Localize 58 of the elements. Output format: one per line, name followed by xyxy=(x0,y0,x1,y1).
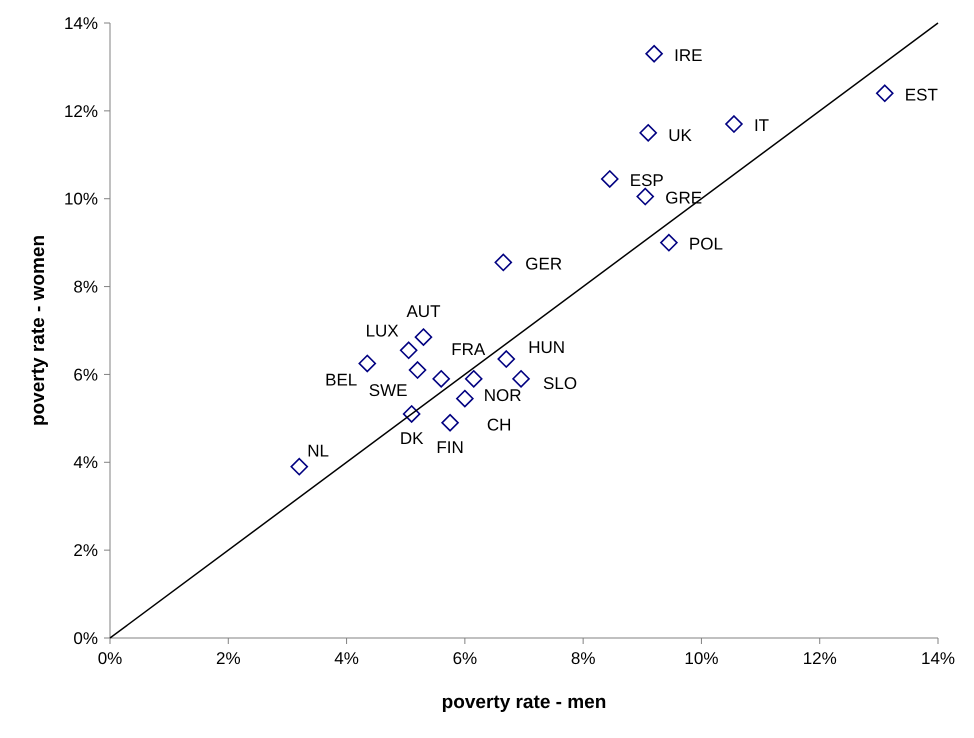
annotation: GER xyxy=(525,254,562,274)
annotation: NOR xyxy=(484,386,522,405)
point xyxy=(636,188,654,206)
annotation: ESP xyxy=(630,170,664,190)
point xyxy=(358,354,376,372)
annotation: DK xyxy=(400,428,424,448)
point xyxy=(497,350,516,368)
point xyxy=(464,370,483,388)
annotation: GRE xyxy=(665,188,702,208)
annotation: NL xyxy=(307,442,329,461)
annotation: SLO xyxy=(543,374,578,393)
point xyxy=(494,254,512,272)
x-axis-title: poverty rate - men xyxy=(442,692,606,713)
x-tick-label: 0% xyxy=(98,649,122,668)
annotation: HUN xyxy=(528,338,566,358)
x-tick-label: 10% xyxy=(684,649,718,668)
point xyxy=(660,234,678,252)
point xyxy=(600,170,619,188)
x-tick-label: 4% xyxy=(334,649,359,668)
y-tick-label: 8% xyxy=(73,278,98,297)
point xyxy=(290,458,308,476)
annotation: IRE xyxy=(674,46,702,65)
point xyxy=(725,115,743,133)
annotation: LUX xyxy=(366,321,399,340)
annotation: UK xyxy=(668,126,692,145)
point xyxy=(402,405,420,423)
point xyxy=(639,124,657,142)
y-tick-label: 14% xyxy=(64,14,98,33)
y-tick-label: 6% xyxy=(73,365,98,384)
annotation: CH xyxy=(486,416,512,435)
y-tick-label: 12% xyxy=(64,102,98,121)
point xyxy=(408,361,426,379)
y-tick-label: 2% xyxy=(73,541,98,560)
point xyxy=(400,341,418,360)
point xyxy=(512,370,530,388)
annotation: EST xyxy=(904,85,938,104)
x-tick-label: 12% xyxy=(802,649,837,668)
annotation: POL xyxy=(688,234,723,254)
x-tick-label: 14% xyxy=(920,649,956,668)
x-tick-label: 8% xyxy=(570,649,596,668)
point xyxy=(414,328,432,346)
annotation: BEL xyxy=(325,370,358,390)
point xyxy=(645,44,663,63)
annotation: FRA xyxy=(451,340,486,359)
point xyxy=(456,390,474,408)
x-tick-label: 6% xyxy=(452,649,478,668)
point xyxy=(441,414,459,432)
annotation: IT xyxy=(754,116,770,136)
x-tick-label: 2% xyxy=(216,649,241,668)
annotation: FIN xyxy=(436,438,464,457)
y-axis-title: poverty rate - women xyxy=(28,234,49,426)
annotation: SWE xyxy=(368,381,408,400)
point xyxy=(876,84,894,102)
annotation: AUT xyxy=(406,302,440,322)
y-tick-label: 4% xyxy=(73,453,98,472)
point xyxy=(432,370,450,388)
y-tick-label: 0% xyxy=(73,628,98,648)
y-tick-label: 10% xyxy=(64,190,98,209)
